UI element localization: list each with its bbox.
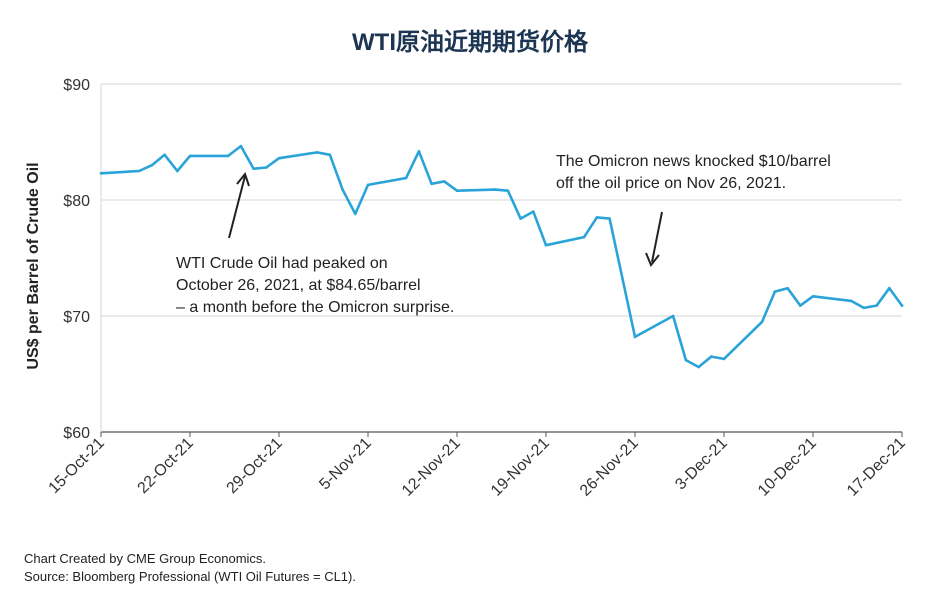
y-tick-label-90: $90 — [63, 77, 90, 94]
data-point-18 — [430, 182, 433, 186]
annotation-omicron: The Omicron news knocked $10/barrel off … — [556, 153, 835, 192]
annotation-omicron-arrow-head — [645, 252, 660, 267]
x-axis-ticks: 15-Oct-21 22-Oct-21 29-Oct-21 5-Nov-21 12-No… — [46, 432, 909, 500]
data-point-30 — [671, 314, 675, 318]
data-point-33 — [710, 355, 713, 358]
data-point-3 — [163, 153, 166, 157]
data-point-40 — [849, 299, 853, 303]
data-point-16 — [404, 176, 408, 180]
x-tick-label-5: 19-Nov-21 — [488, 435, 553, 500]
annotation-peak: WTI Crude Oil had peaked on October 26, … — [176, 255, 454, 316]
data-point-35 — [760, 320, 764, 324]
x-tick-label-2: 29-Oct-21 — [224, 435, 286, 497]
data-point-27 — [595, 216, 599, 219]
x-tick-label-3: 5-Nov-21 — [316, 435, 375, 494]
data-point-6 — [226, 154, 230, 158]
x-tick-label-7: 3-Dec-21 — [672, 435, 731, 494]
data-point-37 — [786, 286, 789, 290]
data-point-25 — [544, 243, 548, 247]
annotation-omicron-line-2: off the oil price on Nov 26, 2021. — [556, 175, 786, 192]
data-point-0 — [99, 172, 103, 175]
data-point-41 — [862, 306, 866, 310]
data-point-10 — [277, 156, 281, 160]
annotation-omicron-line-1: The Omicron news knocked $10/barrel — [556, 153, 831, 170]
y-tick-label-80: $80 — [63, 193, 90, 210]
data-point-24 — [532, 210, 535, 213]
grid-lines — [100, 83, 902, 433]
x-tick-label-9: 17-Dec-21 — [844, 435, 909, 500]
x-tick-label-6: 26-Nov-21 — [577, 435, 642, 500]
data-point-29 — [633, 335, 637, 339]
footer-source: Source: Bloomberg Professional (WTI Oil … — [24, 569, 356, 584]
data-point-11 — [315, 151, 319, 154]
y-axis-label: US$ per Barrel of Crude Oil — [25, 162, 42, 369]
data-point-7 — [239, 144, 243, 148]
data-point-4 — [176, 169, 179, 173]
data-point-43 — [888, 286, 891, 290]
data-point-20 — [455, 189, 459, 192]
data-point-12 — [328, 153, 332, 157]
data-point-21 — [493, 188, 497, 191]
data-point-13 — [341, 188, 344, 191]
x-tick-label-0: 15-Oct-21 — [46, 435, 108, 497]
x-tick-label-8: 10-Dec-21 — [755, 435, 820, 500]
data-point-44 — [900, 304, 904, 307]
data-point-2 — [150, 163, 154, 167]
data-point-34 — [722, 357, 726, 361]
wti-price-chart: WTI原油近期期货价格 $60 $70 $80 $90 15-Oct-21 22-Oct… — [25, 28, 909, 500]
data-point-17 — [417, 150, 421, 153]
data-point-38 — [799, 304, 802, 307]
data-point-15 — [366, 183, 370, 187]
y-axis-ticks: $60 $70 $80 $90 — [63, 77, 90, 442]
annotation-omicron-arrow-shaft — [651, 211, 663, 263]
footer-credit: Chart Created by CME Group Economics. — [24, 551, 267, 566]
data-point-5 — [188, 154, 192, 158]
data-point-39 — [811, 295, 815, 298]
annotation-peak-arrow-shaft — [228, 175, 246, 239]
data-point-23 — [519, 217, 522, 220]
data-point-26 — [582, 235, 586, 239]
data-point-28 — [608, 217, 611, 220]
annotations: WTI Crude Oil had peaked on October 26, … — [176, 153, 835, 316]
y-tick-label-60: $60 — [63, 425, 90, 442]
chart-title: WTI原油近期期货价格 — [352, 28, 589, 56]
data-point-1 — [137, 169, 141, 173]
data-point-22 — [506, 189, 510, 192]
series-group — [99, 144, 904, 369]
annotation-peak-line-2: October 26, 2021, at $84.65/barrel — [176, 277, 421, 294]
x-tick-label-4: 12-Nov-21 — [399, 435, 464, 500]
annotation-peak-line-3: – a month before the Omicron surprise. — [176, 299, 454, 316]
x-tick-label-1: 22-Oct-21 — [135, 435, 197, 497]
data-point-19 — [443, 180, 446, 183]
data-point-31 — [684, 358, 688, 362]
annotation-peak-line-1: WTI Crude Oil had peaked on — [176, 255, 388, 272]
data-point-36 — [773, 290, 777, 293]
data-point-32 — [697, 365, 700, 369]
data-point-42 — [875, 304, 878, 307]
y-tick-label-70: $70 — [63, 309, 90, 326]
data-point-9 — [265, 166, 268, 169]
annotation-peak-arrow-head — [236, 171, 250, 187]
data-point-8 — [252, 167, 255, 170]
data-point-14 — [354, 212, 357, 216]
